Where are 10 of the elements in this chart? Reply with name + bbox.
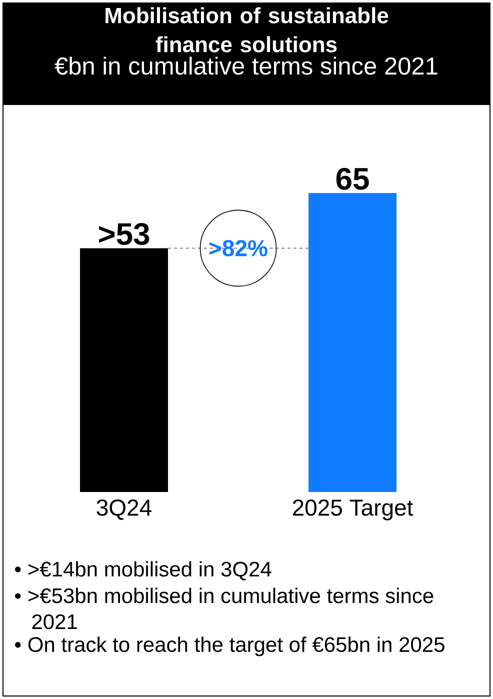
- x-tick-label: 3Q24: [96, 500, 152, 520]
- text: • >€53bn mobilised in cumulative terms since 2021: [15, 588, 434, 630]
- text: • On track to reach the target of €65bn in 2025: [15, 636, 444, 656]
- chart-title: Mobilisation of sustainable finance solutions: [106, 7, 388, 52]
- text: • >€14bn mobilised in 3Q24: [15, 561, 272, 580]
- data-label: 65: [336, 168, 369, 190]
- data-label: >53: [99, 223, 150, 245]
- x-tick-label: 2025 Target: [292, 500, 414, 520]
- annotation: >82%: [209, 240, 268, 256]
- chart-subtitle: €bn in cumulative terms since 2021: [54, 56, 438, 75]
